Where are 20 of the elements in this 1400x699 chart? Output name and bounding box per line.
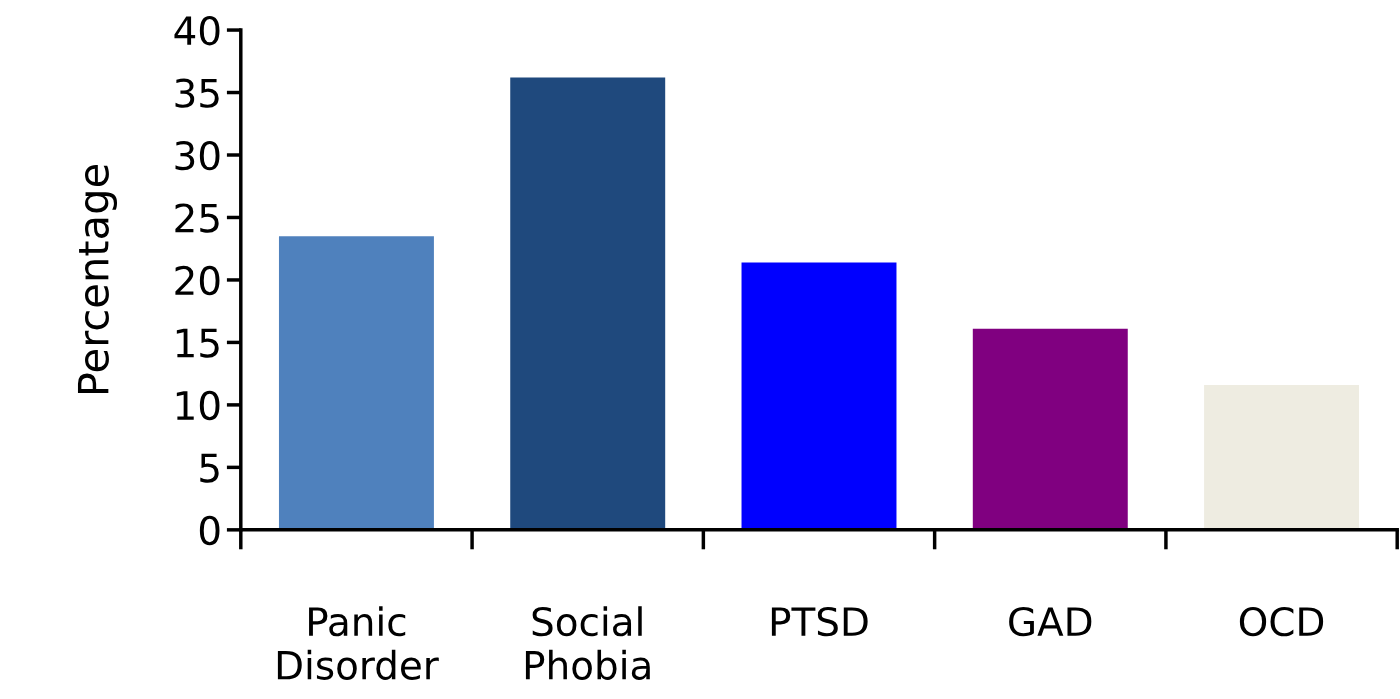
bar (1204, 384, 1360, 530)
y-tick-label: 30 (175, 140, 220, 171)
bar (510, 77, 666, 530)
x-tick-label: Social Phobia (525, 606, 650, 680)
bar (278, 236, 434, 530)
y-tick-label: 5 (200, 453, 219, 483)
bar (972, 328, 1128, 530)
y-tick-label: 35 (175, 78, 219, 108)
y-tick-label: 40 (174, 15, 220, 46)
y-tick-label: 25 (175, 203, 219, 233)
y-axis-title: Percentage (77, 165, 118, 394)
x-tick-label: Panic Disorder (277, 606, 439, 680)
bar (741, 262, 897, 530)
y-tick-label: 10 (176, 390, 220, 421)
y-tick-label: 0 (199, 515, 220, 546)
x-tick-label: OCD (1239, 606, 1324, 637)
y-tick-label: 20 (175, 265, 220, 296)
y-tick-label: 15 (176, 328, 219, 358)
x-tick-label: GAD (1009, 606, 1092, 637)
x-tick-label: PTSD (771, 606, 868, 637)
